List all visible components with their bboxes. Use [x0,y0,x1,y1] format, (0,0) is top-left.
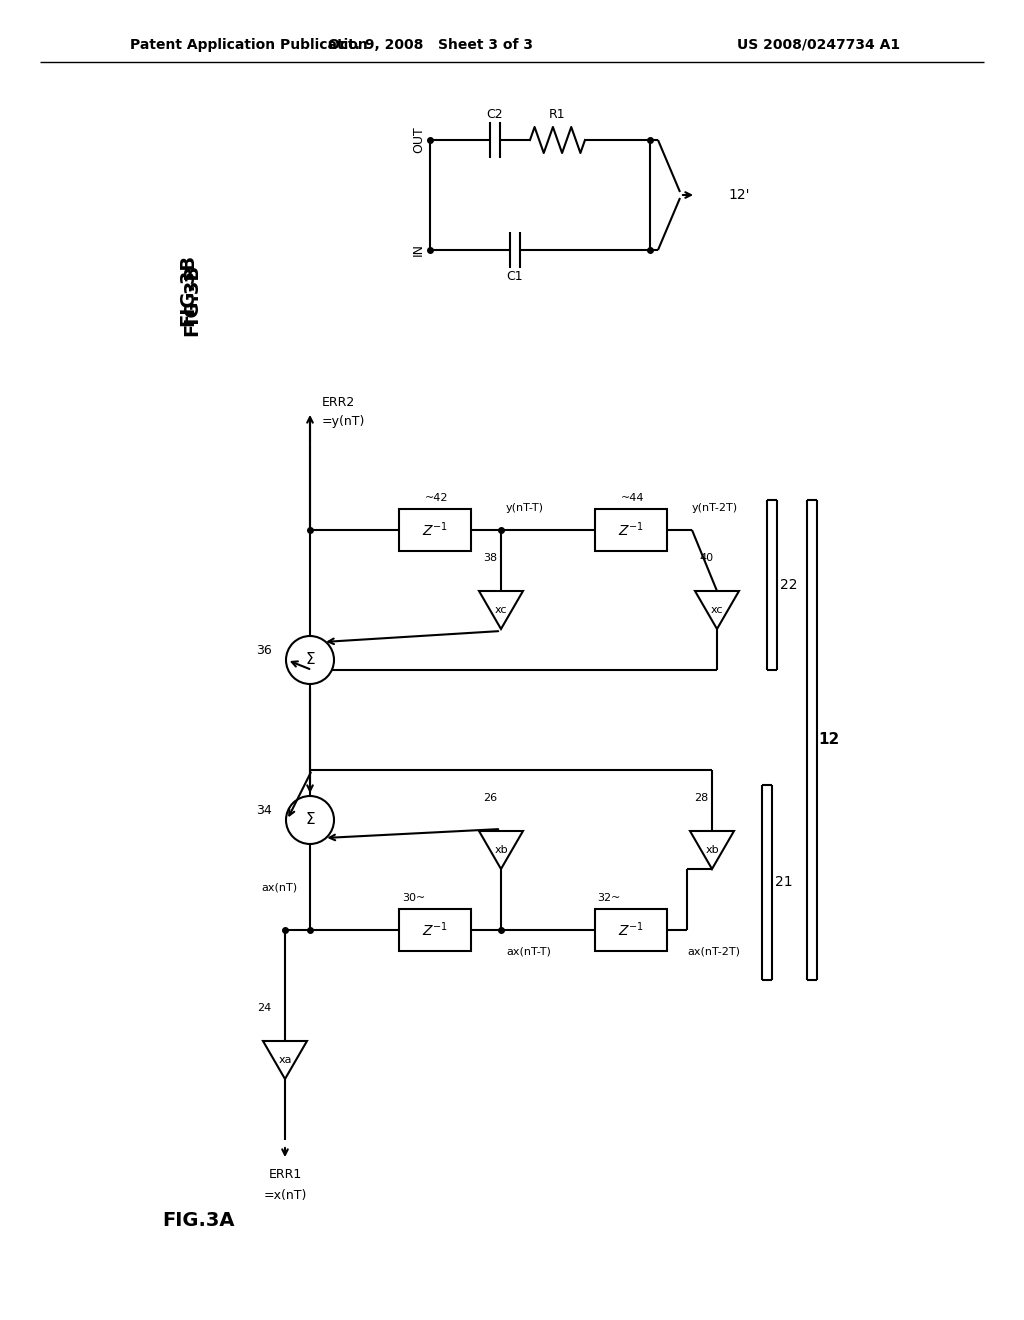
Text: xa: xa [279,1055,292,1065]
Text: FIG.3B: FIG.3B [178,253,198,326]
Text: 21: 21 [775,875,793,890]
Text: 22: 22 [780,578,798,591]
Bar [595,510,667,550]
Text: 40: 40 [699,553,713,564]
Circle shape [286,636,334,684]
Text: y(nT-2T): y(nT-2T) [692,503,738,513]
Text: FIG.3A: FIG.3A [162,1210,234,1229]
Text: 24: 24 [257,1003,271,1012]
Text: C1: C1 [507,269,523,282]
Text: =x(nT): =x(nT) [263,1188,306,1201]
Text: xc: xc [495,605,507,615]
Text: IN: IN [412,243,425,256]
Text: =y(nT): =y(nT) [322,416,366,429]
Text: FIG.3B: FIG.3B [182,264,202,337]
Text: R1: R1 [549,107,566,120]
Text: US 2008/0247734 A1: US 2008/0247734 A1 [737,38,900,51]
Polygon shape [695,591,739,630]
Text: Patent Application Publication: Patent Application Publication [130,38,368,51]
Bar [595,909,667,950]
Text: $Z^{-1}$: $Z^{-1}$ [617,520,644,540]
Text: Σ: Σ [305,813,314,828]
Text: ~42: ~42 [425,492,449,503]
Text: ERR2: ERR2 [322,396,355,408]
Text: Σ: Σ [305,652,314,668]
Text: 12': 12' [728,187,750,202]
Text: $Z^{-1}$: $Z^{-1}$ [422,921,449,940]
Text: 38: 38 [483,553,497,564]
Text: xc: xc [711,605,723,615]
Text: 30~: 30~ [401,894,425,903]
Bar [399,909,471,950]
Text: ERR1: ERR1 [268,1168,302,1181]
Text: 34: 34 [256,804,272,817]
Text: 26: 26 [483,793,497,803]
Text: ax(nT-T): ax(nT-T) [506,946,551,957]
Text: OUT: OUT [412,127,425,153]
Polygon shape [690,832,734,869]
Text: ax(nT-2T): ax(nT-2T) [687,946,740,957]
Text: $Z^{-1}$: $Z^{-1}$ [617,921,644,940]
Text: 28: 28 [694,793,709,803]
Text: ax(nT): ax(nT) [262,882,298,892]
Text: 36: 36 [256,644,272,656]
Text: C2: C2 [486,107,504,120]
Text: y(nT-T): y(nT-T) [506,503,544,513]
Text: 32~: 32~ [598,894,621,903]
Text: xb: xb [706,845,719,855]
Text: Oct. 9, 2008   Sheet 3 of 3: Oct. 9, 2008 Sheet 3 of 3 [328,38,532,51]
Text: $Z^{-1}$: $Z^{-1}$ [422,520,449,540]
Text: ~44: ~44 [621,492,644,503]
Bar [399,510,471,550]
Text: xb: xb [495,845,508,855]
Polygon shape [263,1041,307,1078]
Circle shape [286,796,334,843]
Polygon shape [479,832,523,869]
Polygon shape [479,591,523,630]
Text: 12: 12 [818,733,840,747]
